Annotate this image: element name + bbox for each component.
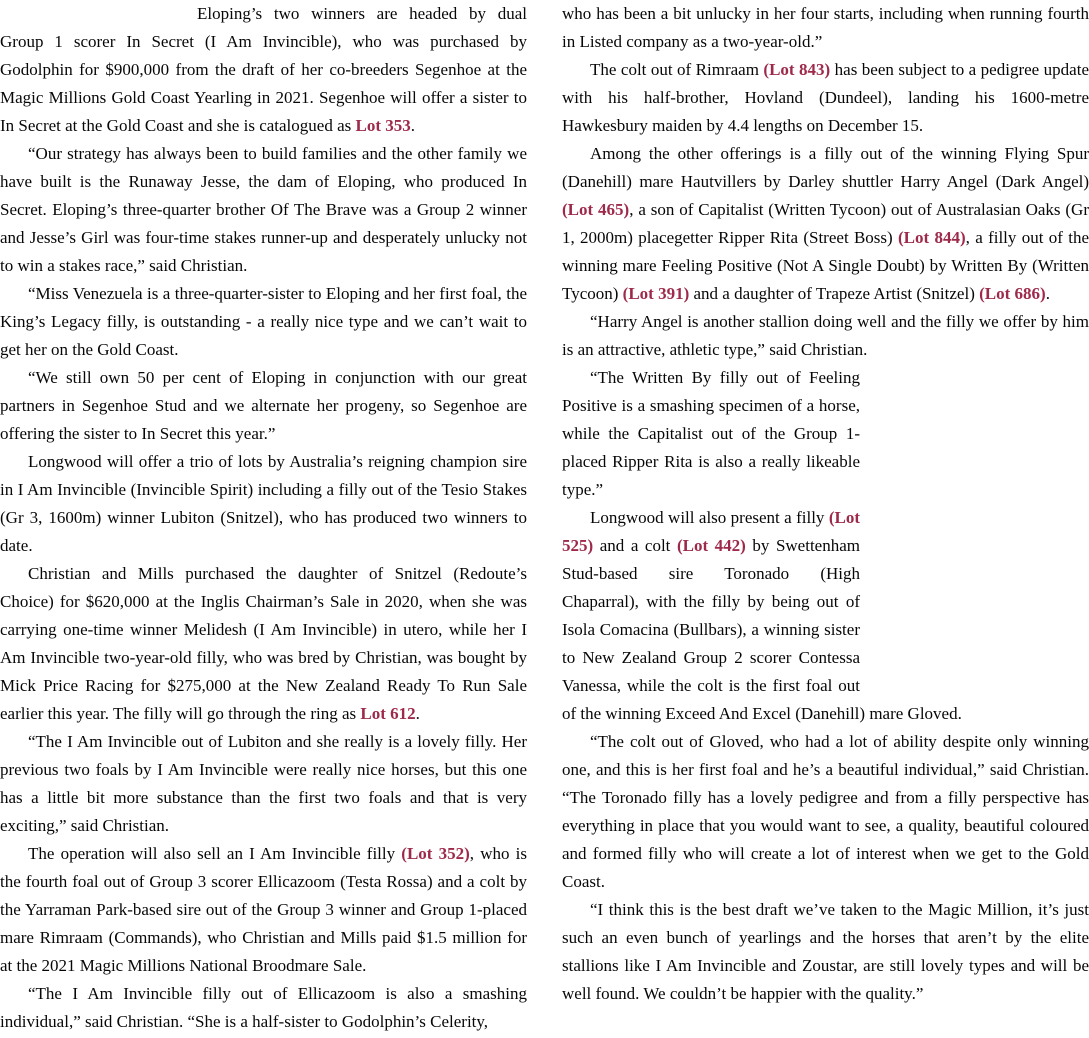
text-run: “Harry Angel is another stallion doing w… — [562, 312, 1089, 359]
text-run: “I think this is the best draft we’ve ta… — [562, 900, 1089, 1003]
text-run: . — [415, 704, 420, 723]
paragraph: “The I Am Invincible out of Lubiton and … — [0, 728, 527, 840]
text-run: , a son of Capitalist (Written Tycoon) o… — [562, 200, 1089, 247]
text-run: Longwood will also present a filly — [590, 508, 829, 527]
text-run: “We still own 50 per cent of Eloping in … — [0, 368, 527, 443]
paragraph: “The colt out of Gloved, who had a lot o… — [562, 728, 1089, 896]
text-run: “The I Am Invincible filly out of Ellica… — [0, 984, 527, 1031]
paragraph: who has been a bit unlucky in her four s… — [562, 0, 1089, 56]
paragraph: “We still own 50 per cent of Eloping in … — [0, 364, 527, 448]
article-column-right: who has been a bit unlucky in her four s… — [562, 0, 1089, 1036]
text-run: who has been a bit unlucky in her four s… — [562, 4, 1089, 51]
text-run: “Our strategy has always been to build f… — [0, 144, 527, 275]
paragraph: The operation will also sell an I Am Inv… — [0, 840, 527, 980]
text-run: Longwood will offer a trio of lots by Au… — [0, 452, 527, 555]
text-run: Eloping’s two winners are headed by dual… — [0, 4, 527, 135]
lot-link[interactable]: (Lot 686) — [979, 284, 1046, 303]
paragraph: Eloping’s two winners are headed by dual… — [0, 0, 527, 140]
text-run: and a daughter of Trapeze Artist (Snitze… — [689, 284, 980, 303]
paragraph: “Harry Angel is another stallion doing w… — [562, 308, 1089, 364]
lot-link[interactable]: (Lot 844) — [898, 228, 966, 247]
text-run: has been subject to a pedigree update wi… — [562, 60, 1089, 135]
paragraph: “Miss Venezuela is a three-quarter-siste… — [0, 280, 527, 364]
text-run: . — [410, 116, 415, 135]
paragraph: “The I Am Invincible filly out of Ellica… — [0, 980, 527, 1036]
lot-link[interactable]: (Lot 843) — [763, 60, 831, 79]
paragraph: “I think this is the best draft we’ve ta… — [562, 896, 1089, 1008]
paragraph: Christian and Mills purchased the daught… — [0, 560, 527, 728]
text-run: . — [1045, 284, 1050, 303]
article-column-left: Eloping’s two winners are headed by dual… — [0, 0, 527, 1036]
lot-link[interactable]: (Lot 525) — [562, 508, 860, 555]
paragraph: Longwood will also present a filly (Lot … — [562, 504, 1089, 728]
paragraph: Among the other offerings is a filly out… — [562, 140, 1089, 308]
text-run: “The colt out of Gloved, who had a lot o… — [562, 732, 1089, 891]
paragraph: Longwood will offer a trio of lots by Au… — [0, 448, 527, 560]
paragraph: “Our strategy has always been to build f… — [0, 140, 527, 280]
text-run: and a colt — [593, 536, 677, 555]
lot-link[interactable]: (Lot 465) — [562, 200, 630, 219]
text-run: Among the other offerings is a filly out… — [562, 144, 1089, 191]
text-run: The operation will also sell an I Am Inv… — [28, 844, 402, 863]
lot-link[interactable]: Lot 612 — [360, 704, 416, 723]
paragraph: The colt out of Rimraam (Lot 843) has be… — [562, 56, 1089, 140]
text-run: “The I Am Invincible out of Lubiton and … — [0, 732, 527, 835]
text-run: Christian and Mills purchased the daught… — [0, 564, 527, 723]
image-placeholder — [860, 364, 1089, 700]
text-run: The colt out of Rimraam — [590, 60, 764, 79]
lot-link[interactable]: (Lot 352) — [401, 844, 470, 863]
lot-link[interactable]: Lot 353 — [355, 116, 411, 135]
text-run: , who is the fourth foal out of Group 3 … — [0, 844, 527, 975]
text-run: “The Written By filly out of Feeling Pos… — [562, 368, 860, 499]
text-run: , a filly out of the winning mare Feelin… — [562, 228, 1089, 303]
text-run: by Swettenham Stud-based sire Toronado (… — [562, 536, 962, 723]
text-run: “Miss Venezuela is a three-quarter-siste… — [0, 284, 527, 359]
lot-link[interactable]: (Lot 391) — [622, 284, 690, 303]
lot-link[interactable]: (Lot 442) — [676, 536, 746, 555]
paragraph: “The Written By filly out of Feeling Pos… — [562, 364, 1089, 504]
